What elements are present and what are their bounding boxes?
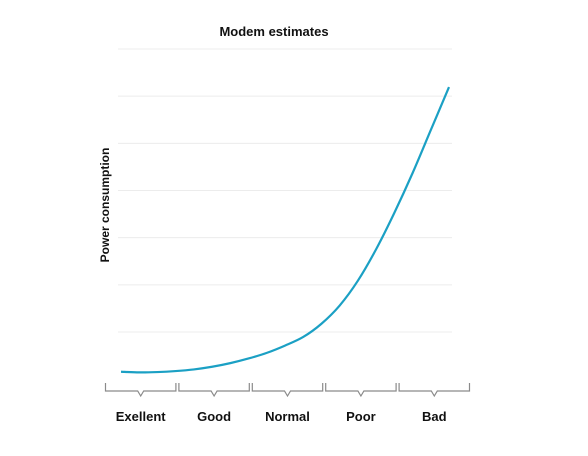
category-label: Poor <box>346 409 376 424</box>
category-label: Good <box>197 409 231 424</box>
category-bracket <box>398 383 471 398</box>
category-label: Exellent <box>116 409 167 424</box>
category-brackets <box>104 383 471 398</box>
category-labels: Exellent Good Normal Poor Bad <box>116 409 447 424</box>
chart-title: Modem estimates <box>219 24 328 39</box>
category-bracket <box>104 383 177 398</box>
category-label: Normal <box>265 409 310 424</box>
category-bracket <box>178 383 250 398</box>
category-bracket <box>251 383 324 398</box>
power-consumption-line <box>120 86 451 374</box>
grid-lines <box>118 48 452 333</box>
category-label: Bad <box>422 409 447 424</box>
category-bracket <box>325 383 397 398</box>
y-axis-label: Power consumption <box>98 148 112 263</box>
